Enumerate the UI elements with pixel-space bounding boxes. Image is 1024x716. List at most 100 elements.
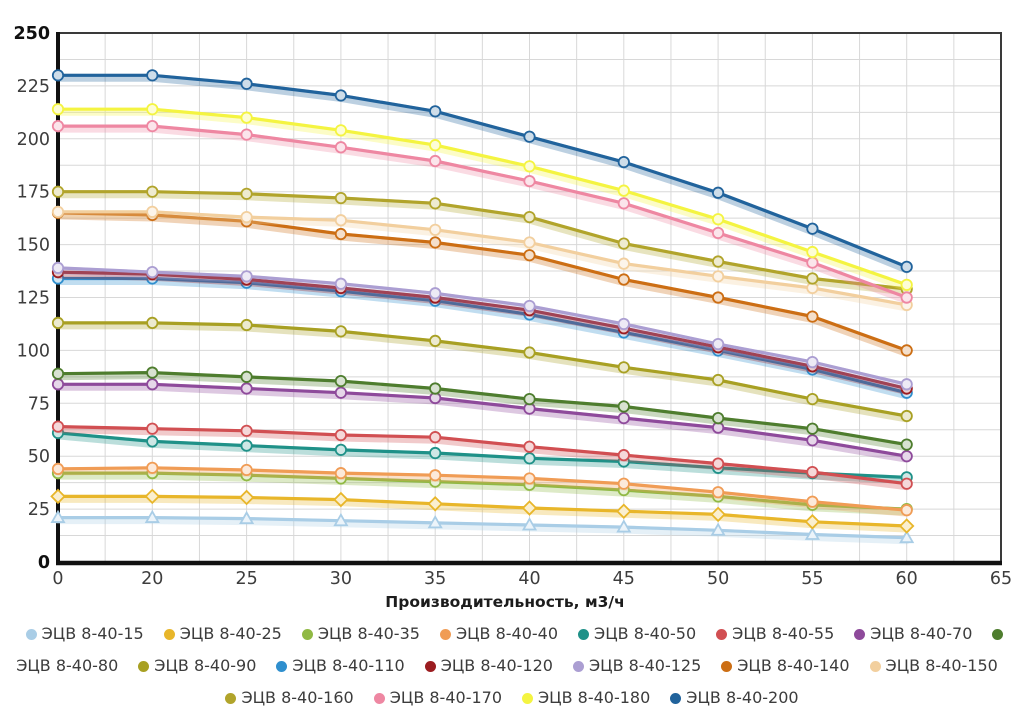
data-point-marker (806, 272, 819, 285)
series-эцв-8-40-70 (51, 378, 913, 463)
y-tick-label: 0 (38, 553, 50, 573)
y-tick-label: 225 (17, 77, 50, 97)
x-tick-label: 60 (896, 569, 918, 589)
legend-marker-icon (992, 629, 1004, 640)
series-эцв-8-40-25 (50, 488, 915, 534)
data-point-marker (900, 450, 913, 463)
x-tick-label: 45 (613, 569, 635, 589)
legend-item-8-40-150: ЭЦВ 8-40-150 (869, 656, 998, 675)
data-point-marker (146, 422, 159, 435)
legend-marker-icon (424, 661, 436, 672)
data-point-marker (146, 120, 159, 133)
data-point-marker (146, 185, 159, 198)
data-point-marker (617, 477, 630, 490)
legend-item-8-40-50: ЭЦВ 8-40-50 (578, 624, 696, 643)
data-point-marker (523, 452, 536, 465)
data-point-marker (523, 249, 536, 262)
data-point-marker (429, 469, 442, 482)
series-эцв-8-40-170 (51, 120, 913, 304)
data-point-marker (429, 105, 442, 118)
legend-label: ЭЦВ 8-40-70 (870, 624, 973, 643)
data-point-marker (711, 186, 725, 199)
data-point-marker (240, 128, 253, 141)
data-point-marker (898, 518, 915, 534)
data-point-marker (240, 424, 253, 437)
data-point-marker (523, 346, 536, 359)
data-point-marker (710, 506, 726, 523)
legend-item-8-40-25: ЭЦВ 8-40-25 (163, 624, 282, 643)
data-point-marker (334, 325, 347, 338)
legend-item-8-40-15: ЭЦВ 8-40-15 (25, 624, 144, 643)
data-point-marker (806, 245, 819, 259)
data-point-marker (240, 270, 253, 283)
data-point-marker (617, 449, 630, 462)
series-эцв-8-40-140 (51, 206, 913, 357)
legend-item-8-40-180: ЭЦВ 8-40-180 (522, 688, 650, 707)
legend-marker-icon (716, 629, 728, 640)
data-point-marker (521, 517, 538, 531)
data-point-marker (51, 103, 65, 116)
data-point-marker (710, 522, 726, 536)
data-point-marker (900, 291, 913, 304)
legend-item-8-40-80: ЭЦВ 8-40-80 (16, 624, 1008, 675)
data-point-marker (334, 374, 347, 388)
legend-item-8-40-70: ЭЦВ 8-40-70 (854, 624, 972, 643)
data-point-marker (711, 255, 725, 268)
data-point-marker (806, 495, 819, 508)
y-axis-tick-labels: 0 25 50 75 100 125 150 175 200 225 250 (13, 24, 50, 573)
data-point-marker (240, 210, 253, 224)
legend-item-8-40-160: ЭЦВ 8-40-160 (225, 688, 354, 707)
legend-label: ЭЦВ 8-40-55 (732, 624, 835, 643)
data-point-marker (429, 223, 442, 236)
series-эцв-8-40-125 (51, 261, 913, 391)
data-point-marker (429, 236, 442, 249)
data-point-marker (51, 205, 65, 218)
data-point-marker (429, 382, 442, 395)
x-axis-title: Производительность, м3/ч (385, 593, 624, 611)
legend-marker-icon (869, 661, 881, 672)
data-point-marker (617, 361, 630, 374)
series-эцв-8-40-50 (51, 426, 913, 484)
data-point-marker (146, 266, 159, 279)
x-tick-label: 40 (518, 569, 540, 589)
data-point-marker (146, 435, 159, 448)
series-эцв-8-40-150 (51, 205, 913, 312)
data-point-marker (899, 529, 915, 544)
legend-item-8-40-170: ЭЦВ 8-40-170 (373, 688, 502, 707)
y-tick-label: 150 (17, 236, 50, 256)
series-эцв-8-40-40 (51, 461, 913, 517)
data-point-marker (617, 273, 630, 286)
data-point-marker (333, 512, 349, 527)
legend-label: ЭЦВ 8-40-110 (292, 656, 405, 675)
data-point-marker (617, 184, 630, 197)
legend-marker-icon (572, 661, 584, 672)
data-point-marker (334, 191, 347, 205)
data-point-marker (711, 457, 725, 470)
y-tick-label: 50 (28, 447, 50, 467)
legend-marker-icon (373, 693, 385, 704)
data-point-marker (900, 477, 913, 490)
legend-marker-icon (301, 629, 313, 640)
x-tick-label: 55 (801, 569, 823, 589)
data-point-marker (806, 422, 819, 435)
legend-label: ЭЦВ 8-40-90 (154, 656, 257, 675)
series-эцв-8-40-80 (51, 366, 913, 452)
data-point-marker (617, 412, 630, 425)
data-point-marker (617, 257, 630, 270)
data-point-marker (804, 514, 821, 530)
x-axis-tick-labels: 0 20 25 30 35 40 45 50 55 60 65 (52, 569, 1012, 589)
legend-label: ЭЦВ 8-40-140 (737, 656, 850, 675)
x-tick-label: 35 (424, 569, 446, 589)
data-point-marker (240, 318, 253, 332)
legend-marker-icon (25, 629, 37, 640)
data-point-marker (429, 287, 442, 300)
legend-marker-icon (163, 629, 175, 640)
data-point-marker (334, 277, 347, 290)
data-point-marker (427, 515, 443, 529)
data-point-marker (616, 519, 632, 533)
legend-label: ЭЦВ 8-40-50 (594, 624, 697, 643)
data-point-marker (240, 187, 253, 200)
data-point-marker (240, 77, 253, 90)
series-эцв-8-40-180 (51, 103, 913, 292)
data-point-marker (334, 89, 347, 102)
